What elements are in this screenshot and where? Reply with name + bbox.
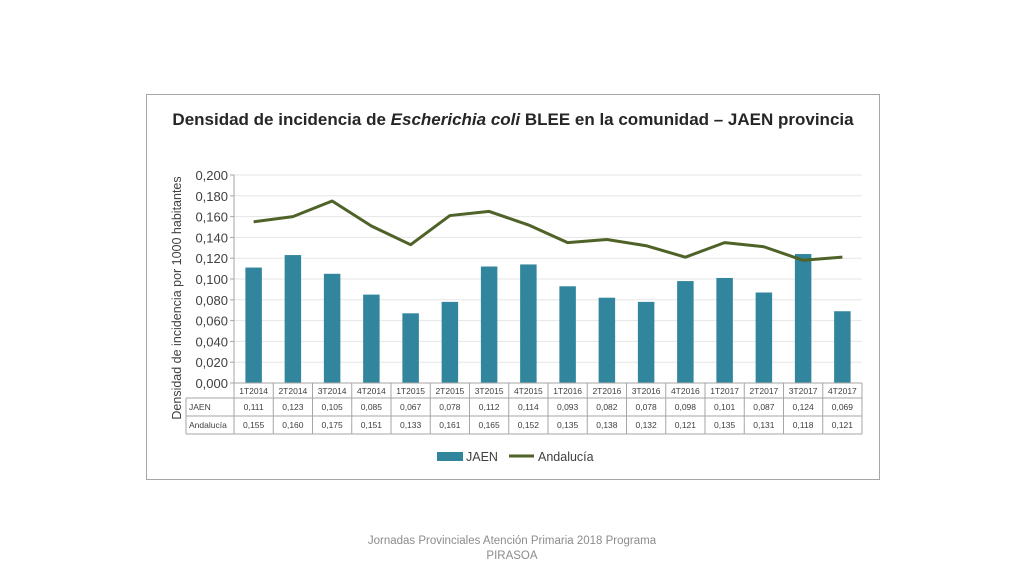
chart-title-part: Densidad de incidencia de: [172, 110, 391, 129]
slide-footer: Jornadas Provinciales Atención Primaria …: [367, 535, 657, 562]
chart-title: Densidad de incidencia de Escherichia co…: [146, 108, 880, 132]
chart-title-organism: Escherichia coli: [390, 110, 521, 129]
chart-frame: [146, 94, 880, 480]
chart-title-part: BLEE en la comunidad – JAEN provincia: [520, 110, 854, 129]
